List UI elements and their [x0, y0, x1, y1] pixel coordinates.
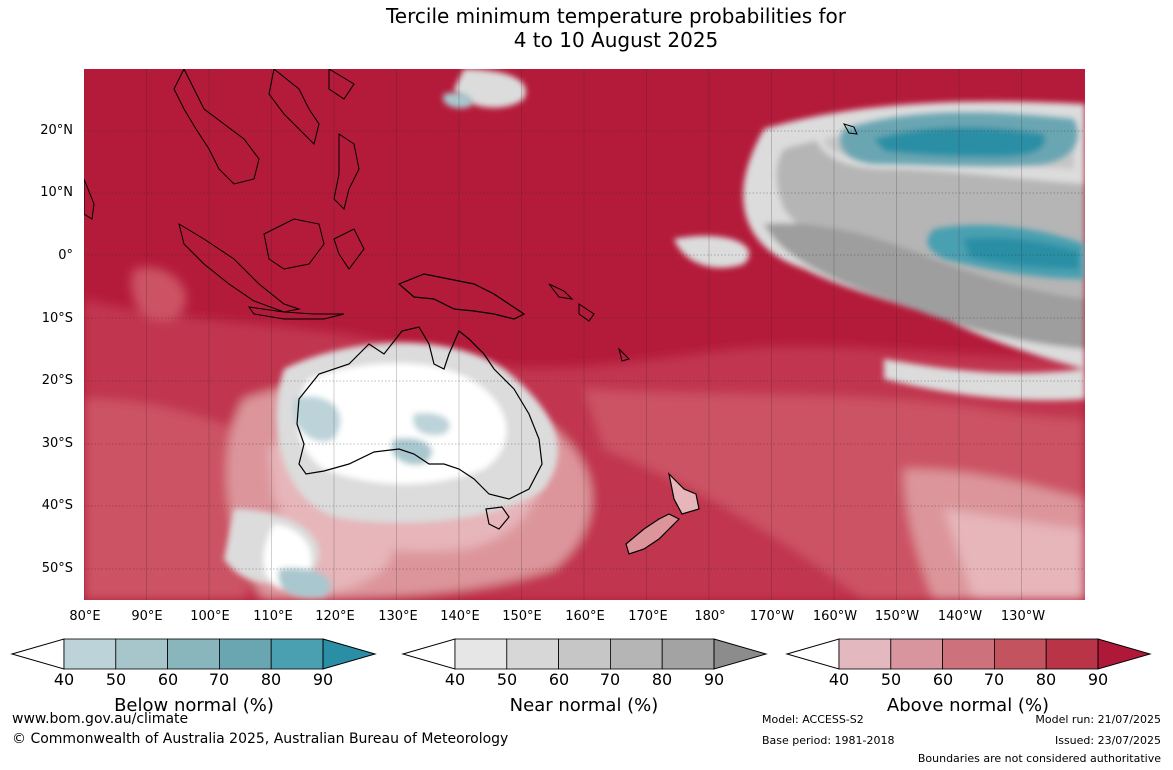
lon-label-90e: 90°E [131, 609, 163, 624]
colorbar-segment [218, 638, 272, 670]
colorbar-segment [167, 638, 220, 670]
colorbar-segment [942, 638, 995, 670]
near-normal-colorbar [401, 638, 768, 670]
near-normal-title: Near normal (%) [509, 695, 659, 716]
below-normal-colorbar [10, 638, 377, 670]
colorbar-segment [661, 638, 715, 670]
lat-label-10n: 10°N [40, 185, 73, 200]
near-tick-80: 80 [651, 670, 673, 689]
map-canvas [84, 69, 1085, 600]
colorbar-segment [115, 638, 169, 670]
lon-label-140w: 140°W [937, 609, 983, 624]
lat-label-20s: 20°S [41, 373, 73, 388]
above-tick-80: 80 [1035, 670, 1057, 689]
lon-label-110e: 110°E [253, 609, 293, 624]
above-tick-90: 90 [1087, 670, 1109, 689]
above-tick-60: 60 [932, 670, 954, 689]
near-tick-50: 50 [496, 670, 518, 689]
below-tick-60: 60 [157, 670, 179, 689]
lon-label-100e: 100°E [190, 609, 230, 624]
below-tick-40: 40 [53, 670, 75, 689]
new-guinea-coastline [397, 273, 526, 320]
colorbar-segment [270, 638, 324, 670]
colorbar-segment [890, 638, 944, 670]
near-tick-70: 70 [599, 670, 621, 689]
colorbar-segment [454, 638, 508, 670]
lon-label-80e: 80°E [69, 609, 101, 624]
pacific-islands [548, 123, 858, 362]
lon-label-180: 180° [694, 609, 726, 624]
above-normal-colorbar [785, 638, 1152, 670]
lat-label-20n: 20°N [40, 123, 73, 138]
map-title-line1: Tercile minimum temperature probabilitie… [385, 4, 847, 28]
near-tick-40: 40 [444, 670, 466, 689]
lon-label-170e: 170°E [628, 609, 668, 624]
near-tick-90: 90 [703, 670, 725, 689]
new-zealand-coastline [668, 472, 700, 515]
above-tick-40: 40 [828, 670, 850, 689]
colorbar-segment [63, 638, 117, 670]
model-run-date: Model run: 21/07/2025 [1035, 713, 1161, 726]
copyright-text: © Commonwealth of Australia 2025, Austra… [12, 731, 509, 747]
probability-map [84, 69, 1085, 600]
near-tick-60: 60 [548, 670, 570, 689]
base-period: Base period: 1981-2018 [762, 734, 895, 747]
colorbar-segment [558, 638, 611, 670]
lon-label-130w: 130°W [1000, 609, 1046, 624]
colorbar-segment [838, 638, 892, 670]
colorbar-segment [993, 638, 1047, 670]
above-normal-title: Above normal (%) [886, 695, 1050, 716]
below-normal-title: Below normal (%) [114, 695, 274, 716]
website-link[interactable]: www.bom.gov.au/climate [12, 711, 189, 727]
below-tick-80: 80 [260, 670, 282, 689]
issued-date: Issued: 23/07/2025 [1054, 734, 1161, 747]
lon-label-160w: 160°W [812, 609, 858, 624]
map-title-line2: 4 to 10 August 2025 [513, 28, 719, 52]
lon-label-140e: 140°E [440, 609, 480, 624]
lon-label-150e: 150°E [502, 609, 542, 624]
below-tick-90: 90 [312, 670, 334, 689]
new-zealand-south-coastline [625, 513, 681, 555]
boundaries-disclaimer: Boundaries are not considered authoritat… [917, 752, 1161, 765]
colorbar-segment [506, 638, 560, 670]
below-tick-70: 70 [208, 670, 230, 689]
lat-label-0: 0° [58, 248, 73, 263]
colorbar-segment [1045, 638, 1099, 670]
lon-label-120e: 120°E [315, 609, 355, 624]
southeast-asia-coastline [84, 69, 365, 320]
map-title: Tercile minimum temperature probabilitie… [0, 4, 1173, 52]
above-tick-50: 50 [880, 670, 902, 689]
tasmania-coastline [485, 506, 510, 530]
lat-label-30s: 30°S [41, 436, 73, 451]
below-tick-50: 50 [105, 670, 127, 689]
lon-label-170w: 170°W [749, 609, 795, 624]
australia-coastline [296, 326, 543, 500]
near-normal-australia [224, 342, 559, 598]
lon-label-130e: 130°E [378, 609, 418, 624]
lat-label-50s: 50°S [41, 561, 73, 576]
colorbar-segment [609, 638, 663, 670]
above-tick-70: 70 [983, 670, 1005, 689]
model-name: Model: ACCESS-S2 [762, 713, 864, 726]
below-normal-pacific [443, 92, 1084, 279]
lat-label-40s: 40°S [41, 498, 73, 513]
lon-label-160e: 160°E [565, 609, 605, 624]
lat-label-10s: 10°S [41, 311, 73, 326]
lon-label-150w: 150°W [874, 609, 920, 624]
map-meridians [84, 69, 1022, 600]
